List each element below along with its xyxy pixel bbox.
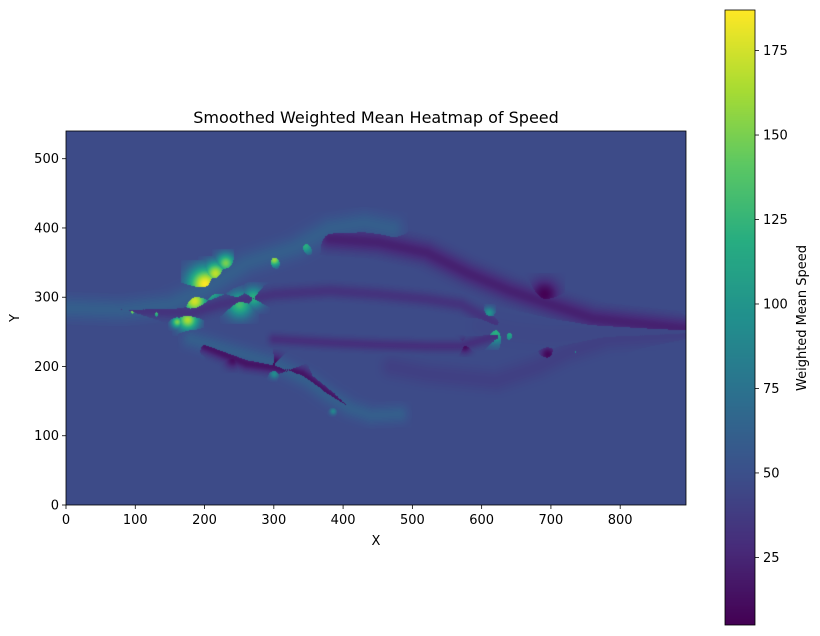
- colorbar-tick-label: 175: [763, 44, 788, 59]
- y-axis: 0 100 200 300 400 500: [34, 152, 66, 514]
- y-axis-label: Y: [8, 314, 23, 323]
- heatmap-image: [66, 131, 686, 505]
- colorbar-label: Weighted Mean Speed: [795, 245, 810, 391]
- colorbar-tick-label: 25: [763, 551, 780, 566]
- y-tick-label: 100: [34, 429, 59, 444]
- colorbar-ticks: 25 50 75 100 125 150 175: [755, 44, 788, 566]
- colorbar-tick-label: 75: [763, 382, 780, 397]
- x-tick-label: 500: [400, 513, 425, 528]
- x-tick-label: 100: [123, 513, 148, 528]
- y-tick-label: 0: [51, 499, 59, 514]
- x-tick-label: 700: [539, 513, 564, 528]
- colorbar-frame: [724, 9, 756, 626]
- x-tick-label: 600: [469, 513, 494, 528]
- x-tick-label: 400: [331, 513, 356, 528]
- y-tick-label: 200: [34, 360, 59, 375]
- x-tick-label: 200: [192, 513, 217, 528]
- chart-title: Smoothed Weighted Mean Heatmap of Speed: [193, 108, 559, 127]
- colorbar-gradient: [725, 10, 755, 625]
- y-tick-label: 500: [34, 152, 59, 167]
- x-axis-label: X: [372, 534, 381, 549]
- x-tick-label: 0: [62, 513, 70, 528]
- x-tick-label: 800: [608, 513, 633, 528]
- x-axis: 0 100 200 300 400 500 600 700 800: [62, 505, 633, 528]
- heatmap-area: [65, 130, 687, 506]
- colorbar-tick-label: 125: [763, 213, 788, 228]
- x-tick-label: 300: [261, 513, 286, 528]
- colorbar-tick-label: 150: [763, 129, 788, 144]
- colorbar-tick-label: 100: [763, 297, 788, 312]
- plot-frame: [65, 130, 687, 506]
- y-tick-label: 400: [34, 221, 59, 236]
- colorbar-tick-label: 50: [763, 466, 780, 481]
- y-tick-label: 300: [34, 291, 59, 306]
- colorbar: 25 50 75 100 125 150 175 Weighted Mean Speed: [724, 9, 810, 626]
